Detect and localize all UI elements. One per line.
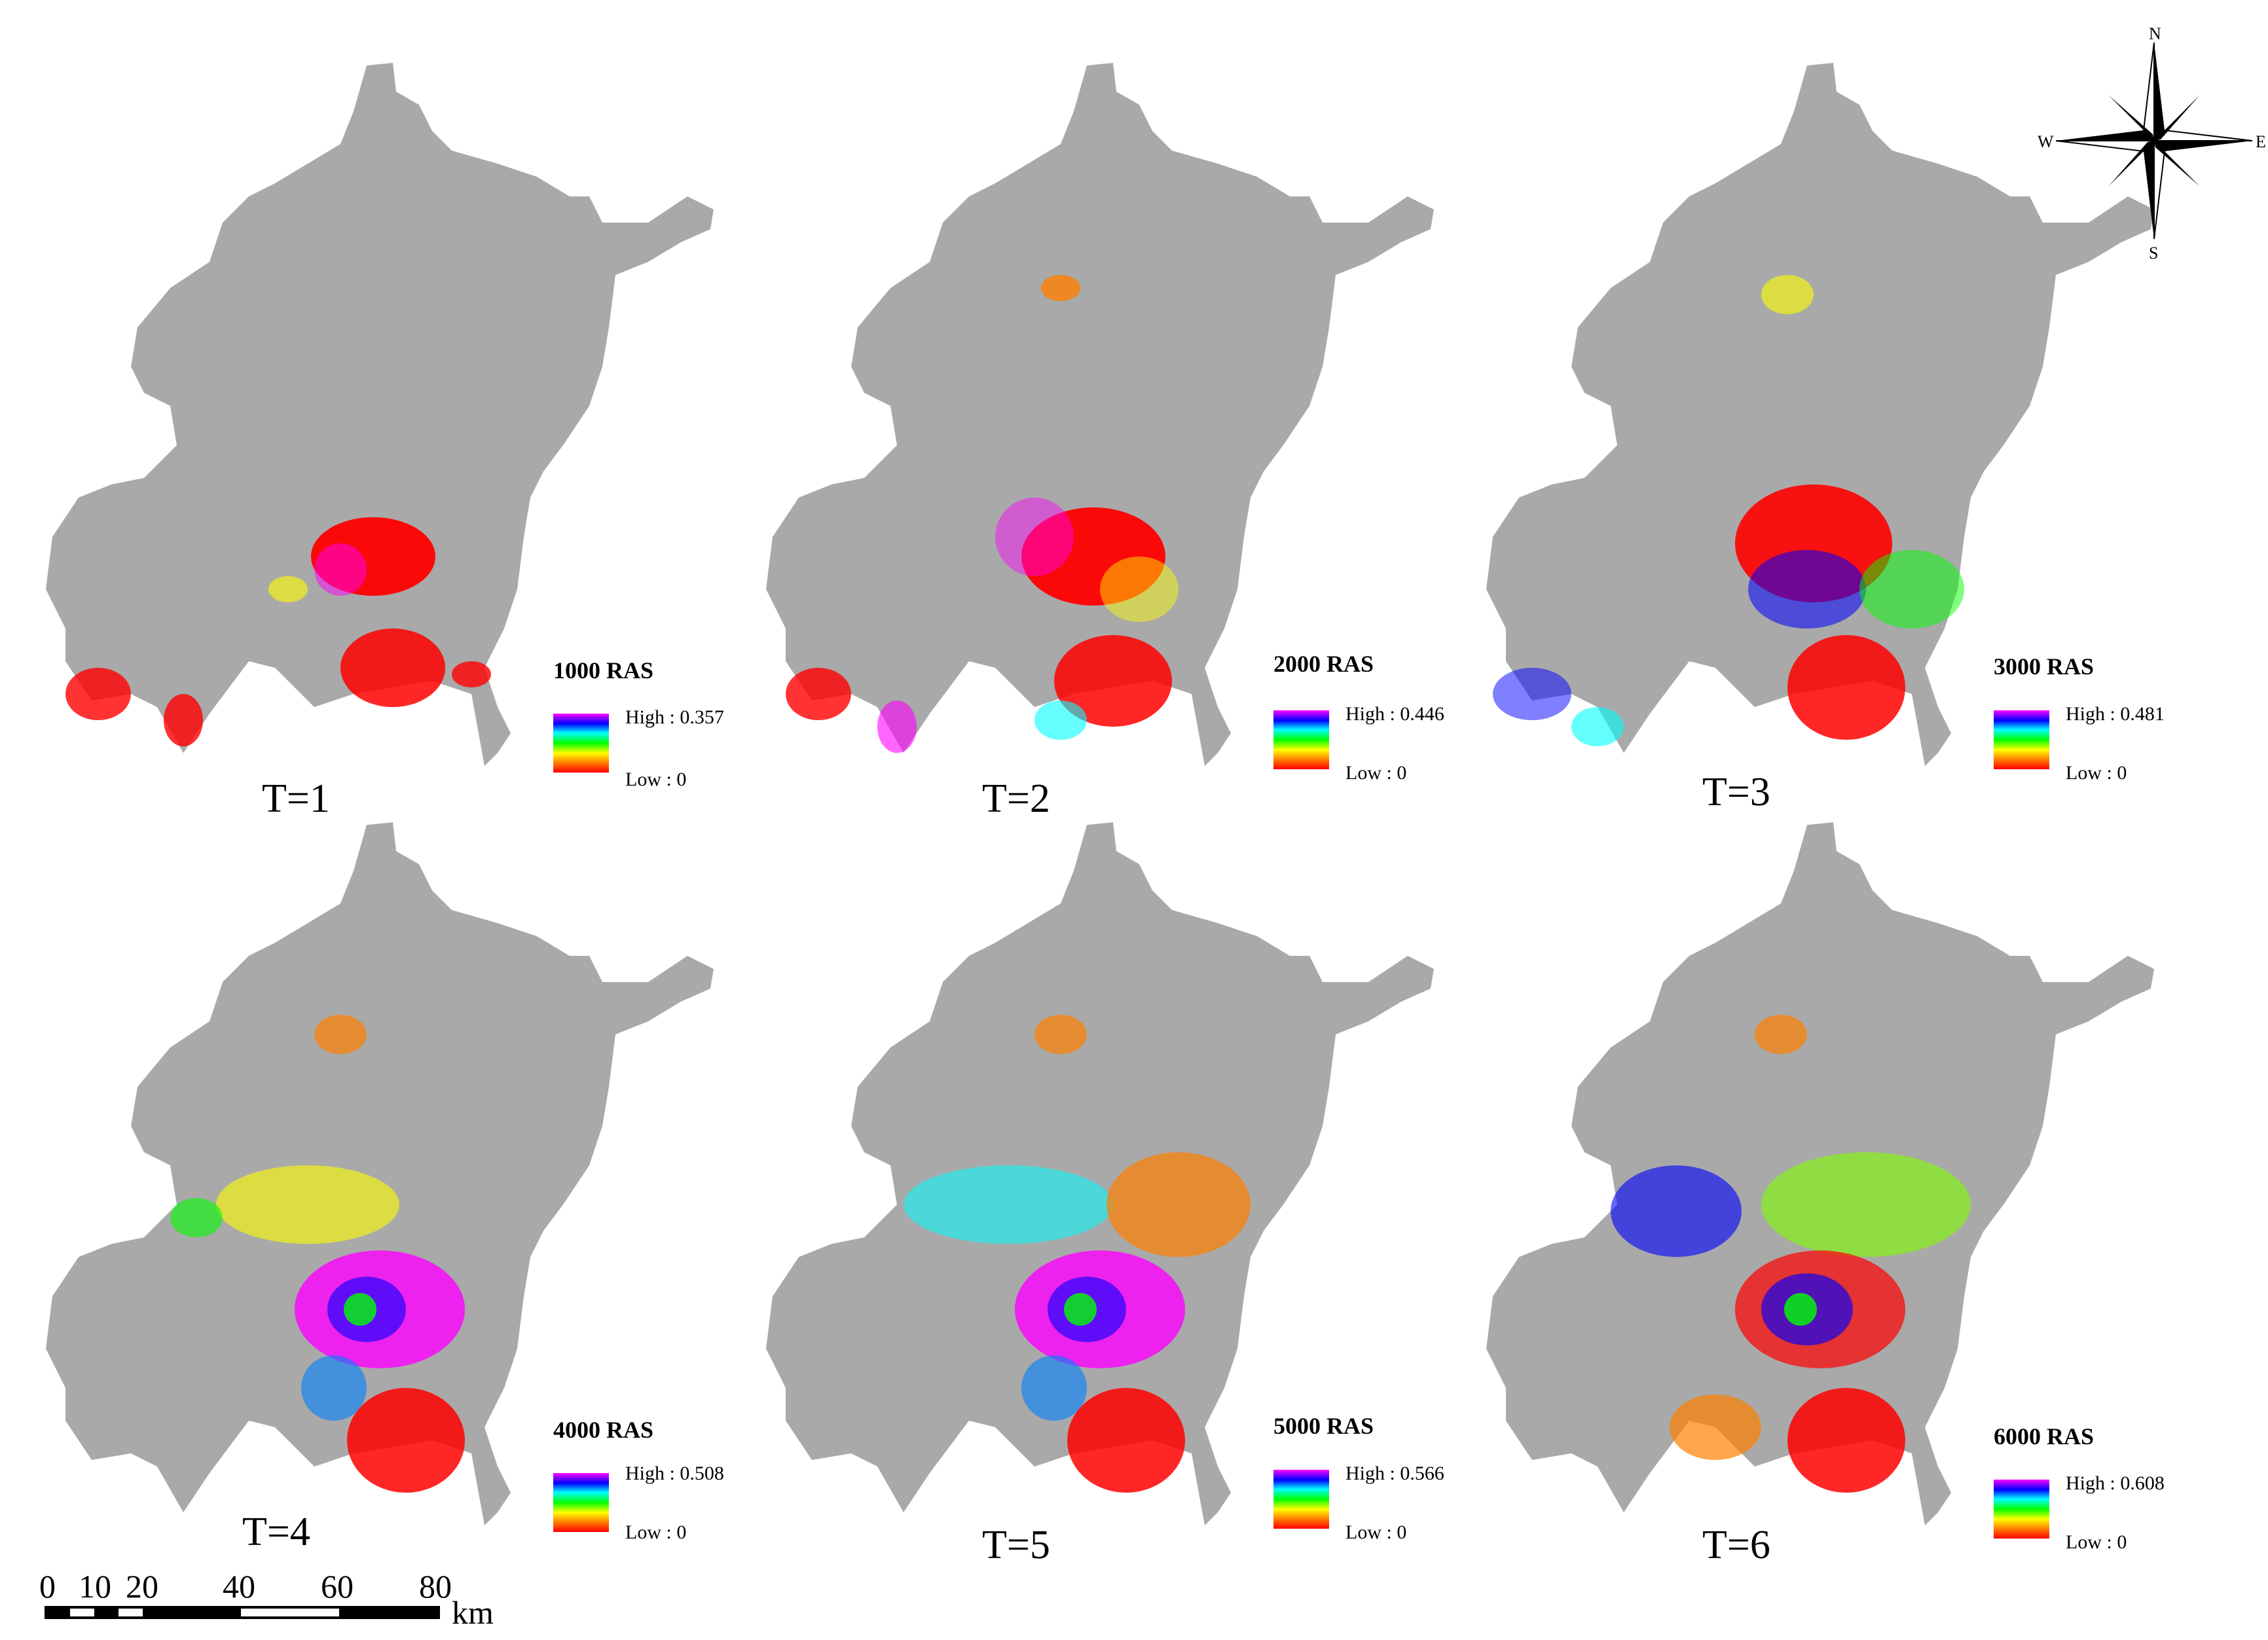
legend-color-ramp bbox=[1994, 1480, 2049, 1539]
scale-tick-label: 20 bbox=[126, 1568, 158, 1605]
legend-low: Low : 0 bbox=[1345, 762, 1406, 784]
accessibility-raster bbox=[1493, 275, 1964, 746]
legend-title: 1000 RAS bbox=[553, 657, 653, 683]
accessibility-raster bbox=[904, 1015, 1251, 1493]
legend-low: Low : 0 bbox=[1345, 1522, 1406, 1543]
accessibility-raster bbox=[170, 1015, 465, 1493]
compass-north: N bbox=[2149, 24, 2161, 43]
panel-label: T=3 bbox=[1702, 770, 1770, 814]
accessibility-raster bbox=[65, 517, 491, 746]
legend-high: High : 0.481 bbox=[2066, 703, 2165, 725]
scale-tick-label: 60 bbox=[321, 1568, 354, 1605]
panel-t4: T=4 4000 RAS High : 0.508 Low : 0 bbox=[46, 822, 724, 1554]
scale-tick-label: 40 bbox=[223, 1568, 255, 1605]
panel-label: T=1 bbox=[262, 776, 330, 821]
scale-unit: km bbox=[452, 1594, 494, 1631]
panel-t5: T=5 5000 RAS High : 0.566 Low : 0 bbox=[766, 822, 1444, 1567]
scale-tick-label: 0 bbox=[39, 1568, 56, 1605]
legend-high: High : 0.608 bbox=[2066, 1472, 2165, 1494]
legend-low: Low : 0 bbox=[625, 769, 686, 790]
compass-west: W bbox=[2038, 132, 2054, 151]
panel-label: T=5 bbox=[982, 1523, 1050, 1567]
accessibility-raster bbox=[786, 275, 1179, 753]
legend-high: High : 0.357 bbox=[625, 706, 724, 728]
panel-label: T=2 bbox=[982, 776, 1050, 821]
legend-title: 6000 RAS bbox=[1994, 1423, 2094, 1449]
panel-label: T=4 bbox=[242, 1510, 310, 1554]
scale-tick-label: 80 bbox=[419, 1568, 452, 1605]
panel-t2: T=2 2000 RAS High : 0.446 Low : 0 bbox=[766, 63, 1444, 821]
panel-t1: T=1 1000 RAS High : 0.357 Low : 0 bbox=[46, 63, 724, 821]
legend-color-ramp bbox=[1273, 1470, 1329, 1529]
panel-t6: T=6 6000 RAS High : 0.608 Low : 0 bbox=[1486, 822, 2165, 1567]
scale-bar: 0 10 20 40 60 80 km bbox=[39, 1568, 494, 1631]
legend-high: High : 0.446 bbox=[1345, 703, 1444, 725]
legend-high: High : 0.508 bbox=[625, 1463, 724, 1484]
legend-title: 4000 RAS bbox=[553, 1417, 653, 1443]
legend-color-ramp bbox=[1273, 710, 1329, 769]
accessibility-raster bbox=[1611, 1015, 1971, 1493]
scale-tick-label: 10 bbox=[79, 1568, 111, 1605]
panel-label: T=6 bbox=[1702, 1523, 1770, 1567]
legend-low: Low : 0 bbox=[625, 1522, 686, 1543]
compass-south: S bbox=[2149, 244, 2158, 263]
legend-color-ramp bbox=[1994, 710, 2049, 769]
compass-east: E bbox=[2256, 132, 2266, 151]
legend-high: High : 0.566 bbox=[1345, 1463, 1444, 1484]
legend-color-ramp bbox=[553, 714, 609, 773]
panel-t3: T=3 3000 RAS High : 0.481 Low : 0 bbox=[1486, 63, 2165, 814]
legend-color-ramp bbox=[553, 1473, 609, 1532]
compass-rose-icon: N S E W bbox=[2038, 24, 2266, 263]
legend-low: Low : 0 bbox=[2066, 1531, 2127, 1553]
legend-title: 3000 RAS bbox=[1994, 653, 2094, 680]
legend-title: 2000 RAS bbox=[1273, 651, 1374, 677]
legend-title: 5000 RAS bbox=[1273, 1413, 1374, 1439]
legend-low: Low : 0 bbox=[2066, 762, 2127, 784]
